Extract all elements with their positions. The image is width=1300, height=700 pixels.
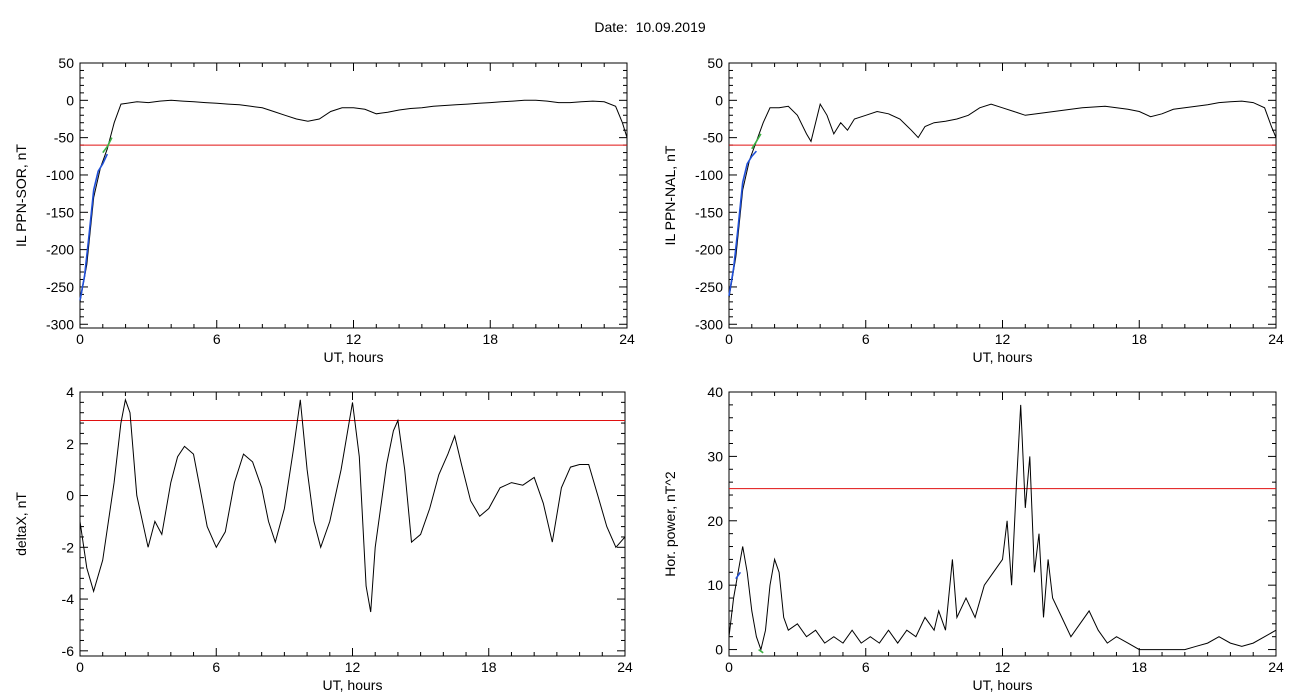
y-tick-label: 0: [715, 92, 723, 108]
x-tick-label: 0: [76, 331, 84, 347]
y-tick-label: -250: [46, 279, 74, 295]
x-tick-label: 0: [76, 659, 84, 675]
x-tick-label: 24: [1268, 331, 1284, 347]
series-line-2: [735, 571, 742, 580]
x-tick-label: 0: [725, 659, 733, 675]
y-tick-label: -2: [62, 539, 75, 555]
x-tick-label: 6: [212, 659, 220, 675]
y-tick-label: -150: [46, 204, 74, 220]
y-tick-label: -300: [695, 316, 723, 332]
y-tick-label: 30: [707, 448, 723, 464]
y-axis-label: IL PPN-NAL, nT: [662, 145, 678, 245]
series-line-1: [728, 404, 1277, 652]
plot-frame: [79, 391, 626, 657]
x-tick-label: 24: [1268, 659, 1284, 675]
y-tick-label: 0: [715, 642, 723, 658]
series-line-1: [79, 397, 626, 613]
y-tick-label: -250: [695, 279, 723, 295]
y-tick-label: -100: [46, 167, 74, 183]
y-tick-label: 50: [707, 55, 723, 71]
y-tick-label: -300: [46, 316, 74, 332]
x-tick-label: 18: [482, 331, 498, 347]
y-tick-label: 0: [66, 92, 74, 108]
y-tick-label: 50: [58, 55, 74, 71]
x-tick-label: 0: [725, 331, 733, 347]
x-tick-label: 18: [1131, 331, 1147, 347]
x-tick-label: 12: [346, 331, 362, 347]
y-tick-label: -200: [46, 242, 74, 258]
x-tick-label: 18: [1131, 659, 1147, 675]
y-tick-label: -150: [695, 204, 723, 220]
y-tick-label: -100: [695, 167, 723, 183]
x-axis-label: UT, hours: [323, 677, 383, 693]
x-axis-label: UT, hours: [973, 349, 1033, 365]
series-line-2: [728, 150, 757, 297]
x-tick-label: 18: [481, 659, 497, 675]
date-title: Date: 10.09.2019: [0, 19, 1300, 35]
y-tick-label: 4: [66, 384, 74, 400]
series-line-1: [79, 99, 628, 302]
y-tick-label: -50: [703, 130, 723, 146]
plot-frame: [79, 62, 628, 329]
y-axis-label: deltaX, nT: [13, 492, 29, 556]
x-tick-label: 6: [213, 331, 221, 347]
chart-panel-1: 0 6 12 18 24 -300 -250 -200 -150 -100 -50 0 50 UT, ho…: [13, 55, 635, 365]
date-label: Date:: [594, 19, 628, 35]
y-tick-label: 20: [707, 513, 723, 529]
chart-panel-4: 0 6 12 18 24 0 10 20 30 40 UT, hours Hor. power, nT…: [662, 384, 1284, 693]
x-tick-label: 24: [617, 659, 633, 675]
y-tick-label: -4: [62, 591, 75, 607]
plot-frame: [728, 62, 1277, 329]
series-line-3: [758, 648, 764, 654]
x-tick-label: 12: [995, 659, 1011, 675]
series-line-3: [102, 137, 113, 154]
plot-frame: [728, 391, 1277, 657]
y-tick-label: -50: [54, 130, 74, 146]
x-tick-label: 24: [619, 331, 635, 347]
y-tick-label: 10: [707, 577, 723, 593]
y-axis-label: IL PPN-SOR, nT: [13, 144, 29, 247]
x-tick-label: 6: [862, 659, 870, 675]
y-tick-label: 2: [66, 436, 74, 452]
y-tick-label: -6: [62, 643, 75, 659]
y-tick-label: 0: [66, 488, 74, 504]
series-line-3: [751, 133, 762, 150]
date-value: 10.09.2019: [635, 19, 706, 35]
x-tick-label: 12: [345, 659, 361, 675]
x-axis-label: UT, hours: [973, 677, 1033, 693]
x-tick-label: 6: [862, 331, 870, 347]
y-axis-label: Hor. power, nT^2: [662, 471, 678, 577]
x-axis-label: UT, hours: [324, 349, 384, 365]
y-tick-label: -200: [695, 242, 723, 258]
series-line-2: [79, 153, 109, 301]
y-tick-label: 40: [707, 384, 723, 400]
series-line-1: [728, 100, 1277, 299]
x-tick-label: 12: [995, 331, 1011, 347]
chart-panel-2: 0 6 12 18 24 -300 -250 -200 -150 -100 -50 0 50 UT, ho…: [662, 55, 1284, 365]
